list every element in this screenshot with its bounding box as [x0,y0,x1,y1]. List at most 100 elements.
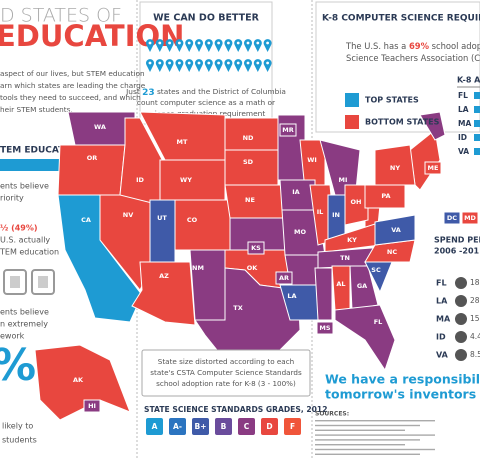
pin-dot [148,41,152,45]
state-label: CA [81,216,91,224]
spend-dot [455,313,467,325]
text-part: The U.S. has a [345,41,409,51]
state-box [247,241,265,255]
state-label: TN [340,254,350,262]
pin-dot [168,61,172,65]
text-line: science graduation requirement [147,109,266,118]
state-box [316,321,334,335]
pin [204,59,213,72]
pin [204,39,213,52]
grade-label: D [266,422,272,431]
state [189,249,226,321]
source-line [315,434,435,436]
grades-title: STATE SCIENCE STANDARDS GRADES, 2012 [144,405,328,414]
state-label: VA [391,226,401,234]
state [374,214,416,246]
state-label: NE [245,196,255,204]
state [224,149,279,186]
source-line [315,420,435,422]
grade-label: F [290,422,295,431]
state-label: OR [87,154,98,162]
list-value: 4.4 [470,332,480,341]
source-line [315,444,405,446]
state-box [461,211,479,225]
state-label: OK [247,264,259,272]
pin-dot [246,41,250,45]
list-value: 18. [470,278,480,287]
list-title: 2006 -2011 [434,247,480,256]
state [159,159,226,201]
state-label: MD [464,214,476,222]
list-value: 8.5 [470,350,480,359]
pin [195,39,203,52]
pin-dot [197,41,201,45]
stat-line: ents believe [0,308,49,317]
closing-line: tomorrow's inventors and inn [325,387,480,402]
state [34,344,131,421]
icon-inner [10,276,20,288]
text-part: science graduation requirement [147,109,266,118]
state-label: AR [279,274,289,282]
state-label: ME [428,164,439,172]
spend-dot [455,295,467,307]
panel-title: WE CAN DO BETTER [153,13,260,24]
stat-line: students [2,436,37,445]
state [131,261,196,326]
list-label: ID [458,133,467,142]
spend-dot [455,277,467,289]
state-label: WY [180,176,192,184]
pin-dot [207,41,211,45]
spend-dot [455,331,467,343]
state-label: HI [88,402,96,410]
big-stat: % [0,340,36,391]
state [149,199,176,263]
pin [146,39,154,52]
spend-dot [455,349,467,361]
text-line: count computer science as a math or [137,98,276,107]
list-bar [474,148,480,155]
list-bar [474,134,480,141]
pin [195,59,203,72]
grade-box [169,418,186,435]
state-label: IN [332,211,340,219]
list-label: VA [436,351,449,360]
icon-inner [38,276,48,288]
state-label: ND [243,134,254,142]
state [374,144,416,186]
note-line: state's CSTA Computer Science Standards [150,368,302,377]
stat-line: TEM education [0,248,59,257]
state-box [424,161,442,175]
pin [155,59,164,72]
pin-dot [207,61,211,65]
panel [315,1,480,133]
state-box [83,399,101,413]
grade-label: A [152,422,158,431]
grade-label: B [221,422,227,431]
pin [234,59,243,72]
state-label: NC [387,248,397,256]
state [57,144,126,196]
pin [165,59,174,72]
intro-line: arn which states are leading the charge [0,81,146,90]
pin [234,39,243,52]
state [331,265,351,311]
state-label: MO [294,228,306,236]
source-line [315,448,435,451]
note-line: school adoption rate for K-8 (3 - 100%) [156,379,296,388]
grade-box [261,418,278,435]
text-line: Just 23 states and the District of Colum… [125,87,286,98]
state-label: WA [94,123,106,131]
text-part: count computer science as a math or [137,98,276,107]
pin [253,39,262,52]
title: EDUCATION [0,19,184,53]
text-line: Science Teachers Association (CS [346,53,480,63]
pin-dot [256,61,260,65]
list-value: 15. [470,314,480,323]
pin [244,59,252,72]
state-label: SD [243,158,254,166]
state-label: LA [287,292,296,300]
grade-box [146,418,163,435]
stat-line: likely to [2,422,33,431]
source-line [315,453,420,455]
